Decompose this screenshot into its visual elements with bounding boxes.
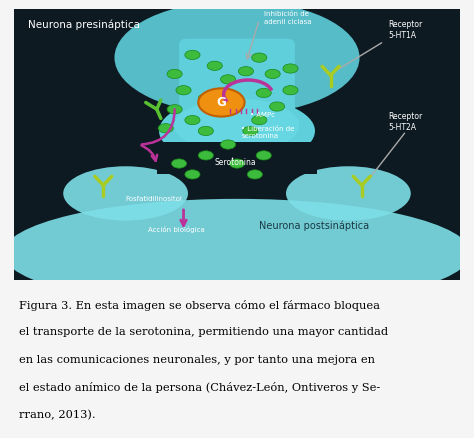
FancyBboxPatch shape	[14, 9, 460, 280]
Circle shape	[243, 126, 258, 136]
Text: Neurona presináptica: Neurona presináptica	[27, 20, 139, 30]
Ellipse shape	[174, 99, 300, 153]
Circle shape	[158, 124, 173, 133]
Circle shape	[283, 85, 298, 95]
Text: Serotonina: Serotonina	[215, 158, 256, 167]
Circle shape	[256, 88, 271, 98]
Circle shape	[229, 159, 245, 168]
Text: el transporte de la serotonina, permitiendo una mayor cantidad: el transporte de la serotonina, permitie…	[18, 327, 388, 337]
Circle shape	[167, 69, 182, 78]
Circle shape	[185, 170, 200, 179]
FancyArrowPatch shape	[142, 145, 157, 161]
Circle shape	[238, 67, 254, 76]
Circle shape	[283, 64, 298, 73]
FancyArrowPatch shape	[142, 110, 174, 145]
Ellipse shape	[63, 166, 188, 221]
Text: • AMPc: • AMPc	[250, 112, 275, 118]
Circle shape	[265, 69, 280, 78]
Text: el estado anímico de la persona (Chávez-León, Ontiveros y Se-: el estado anímico de la persona (Chávez-…	[18, 382, 380, 393]
Circle shape	[167, 105, 182, 114]
Text: Fosfatidilinositol: Fosfatidilinositol	[126, 196, 182, 202]
Circle shape	[198, 126, 213, 136]
Ellipse shape	[159, 97, 315, 165]
Ellipse shape	[286, 166, 411, 221]
Circle shape	[247, 170, 263, 179]
Ellipse shape	[3, 199, 471, 307]
Circle shape	[172, 159, 187, 168]
Text: Acción biológica: Acción biológica	[148, 226, 205, 233]
Text: Figura 3. En esta imagen se observa cómo el fármaco bloquea: Figura 3. En esta imagen se observa cómo…	[18, 300, 380, 311]
Circle shape	[220, 75, 236, 84]
Text: Receptor
5-HT2A: Receptor 5-HT2A	[389, 112, 423, 132]
Circle shape	[207, 61, 222, 71]
Text: Inhibición de
adenil ciclasa: Inhibición de adenil ciclasa	[264, 11, 311, 25]
Circle shape	[198, 88, 245, 117]
Circle shape	[252, 116, 267, 125]
Circle shape	[252, 53, 267, 62]
Circle shape	[176, 85, 191, 95]
Circle shape	[220, 140, 236, 149]
FancyBboxPatch shape	[157, 142, 317, 174]
FancyBboxPatch shape	[179, 39, 295, 145]
Circle shape	[198, 151, 213, 160]
Text: G: G	[217, 96, 226, 109]
Circle shape	[185, 116, 200, 125]
Text: rrano, 2013).: rrano, 2013).	[18, 410, 95, 420]
Text: Receptor
5-HT1A: Receptor 5-HT1A	[389, 20, 423, 40]
Ellipse shape	[114, 0, 359, 115]
Text: Neurona postsináptica: Neurona postsináptica	[259, 221, 369, 231]
Circle shape	[185, 50, 200, 60]
Text: en las comunicaciones neuronales, y por tanto una mejora en: en las comunicaciones neuronales, y por …	[18, 355, 374, 364]
Text: • Liberación de
serotonina: • Liberación de serotonina	[241, 126, 295, 139]
Circle shape	[198, 94, 213, 103]
Circle shape	[256, 151, 271, 160]
Circle shape	[270, 102, 285, 111]
